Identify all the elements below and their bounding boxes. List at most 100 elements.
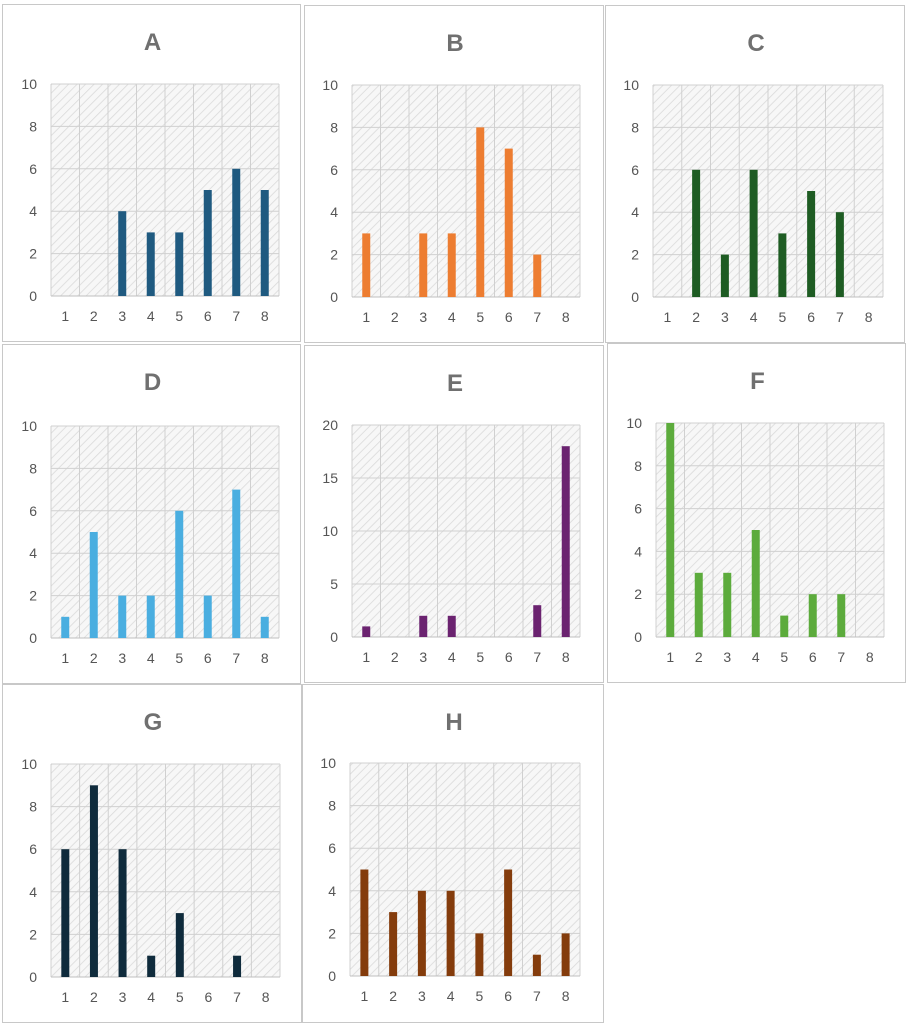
x-tick-label: 6 [504,988,512,1004]
y-tick-label: 6 [330,162,338,178]
x-tick-label: 8 [866,649,874,665]
y-tick-label: 10 [21,418,37,434]
chart-title-a: A [144,29,161,56]
bar-h-7 [532,954,541,976]
bar-h-6 [504,869,513,976]
x-tick-label: 6 [204,650,212,666]
chart-panel-e: E 0 5 10 15 20 1 2 3 4 5 6 7 8 [304,345,604,683]
x-tick-label: 7 [533,988,541,1004]
chart-panel-f: F 0 2 4 6 8 10 1 2 3 4 5 6 7 8 [607,343,906,683]
bar-h-5 [475,933,484,976]
y-tick-label: 8 [29,460,37,476]
y-tick-label: 4 [29,203,37,219]
x-tick-label: 2 [695,649,703,665]
x-tick-label: 5 [475,988,483,1004]
x-tick-label: 2 [391,649,399,665]
bar-d-7 [232,489,241,638]
x-tick-label: 2 [90,650,98,666]
bar-f-5 [780,615,789,637]
y-tick-label: 4 [634,543,642,559]
bar-c-6 [807,191,816,297]
x-tick-label: 1 [61,650,69,666]
y-tick-label: 0 [634,629,642,645]
y-tick-label: 10 [626,415,642,431]
bar-a-4 [146,232,155,296]
bar-a-8 [260,190,269,296]
y-tick-label: 6 [29,503,37,519]
bar-b-7 [533,254,542,297]
chart-title-d: D [144,369,161,396]
bar-h-3 [417,890,426,976]
x-tick-label: 8 [562,309,570,325]
x-tick-label: 8 [261,650,269,666]
x-tick-label: 6 [205,989,213,1005]
chart-title-c: C [747,30,764,57]
chart-panel-h: H 0 2 4 6 8 10 1 2 3 4 5 6 7 8 [302,684,604,1023]
x-tick-label: 3 [119,989,127,1005]
y-tick-label: 0 [328,968,336,984]
y-tick-label: 2 [29,588,37,604]
bar-h-1 [360,869,369,976]
chart-title-h: H [445,709,462,736]
y-tick-label: 2 [634,586,642,602]
bar-f-7 [837,594,846,637]
y-tick-label: 0 [29,288,37,304]
bar-f-3 [723,572,732,637]
bar-b-1 [362,233,371,297]
x-tick-label: 6 [505,649,513,665]
chart-panel-a: A 0 2 4 6 8 10 1 2 3 4 5 6 7 8 [2,4,301,342]
x-tick-label: 5 [476,309,484,325]
x-tick-label: 7 [533,649,541,665]
bar-g-4 [147,955,156,977]
bar-e-1 [362,626,371,637]
y-tick-label: 6 [29,841,37,857]
y-tick-label: 10 [21,76,37,92]
bar-c-7 [835,212,844,297]
x-tick-label: 1 [663,309,671,325]
x-tick-label: 4 [147,989,155,1005]
bar-d-8 [260,616,269,638]
y-tick-label: 10 [322,523,338,539]
x-tick-label: 1 [666,649,674,665]
x-tick-label: 3 [418,988,426,1004]
x-tick-label: 8 [562,988,570,1004]
y-tick-label: 10 [320,755,336,771]
bar-f-6 [808,594,817,637]
x-tick-label: 5 [778,309,786,325]
bar-g-5 [175,913,184,977]
x-tick-label: 3 [419,649,427,665]
x-tick-label: 7 [533,309,541,325]
x-tick-label: 1 [61,308,69,324]
x-tick-label: 7 [233,989,241,1005]
bar-d-6 [203,595,212,638]
y-tick-label: 0 [29,630,37,646]
bar-d-3 [118,595,127,638]
x-tick-label: 3 [721,309,729,325]
bar-h-4 [446,890,455,976]
y-tick-label: 0 [330,289,338,305]
x-tick-label: 6 [204,308,212,324]
bar-b-4 [447,233,456,297]
y-tick-label: 2 [29,246,37,262]
y-tick-label: 15 [322,470,338,486]
bar-g-7 [233,955,242,977]
y-tick-label: 2 [330,247,338,263]
x-tick-label: 4 [447,988,455,1004]
x-tick-label: 5 [175,650,183,666]
bar-b-6 [504,148,513,297]
x-tick-label: 1 [362,309,370,325]
x-tick-label: 4 [147,308,155,324]
y-tick-label: 10 [21,756,37,772]
y-tick-label: 4 [29,545,37,561]
x-tick-label: 1 [360,988,368,1004]
bar-c-2 [692,169,701,297]
x-tick-label: 3 [419,309,427,325]
x-tick-label: 5 [476,649,484,665]
chart-title-f: F [750,368,765,395]
chart-title-e: E [447,370,463,397]
y-tick-label: 6 [631,162,639,178]
